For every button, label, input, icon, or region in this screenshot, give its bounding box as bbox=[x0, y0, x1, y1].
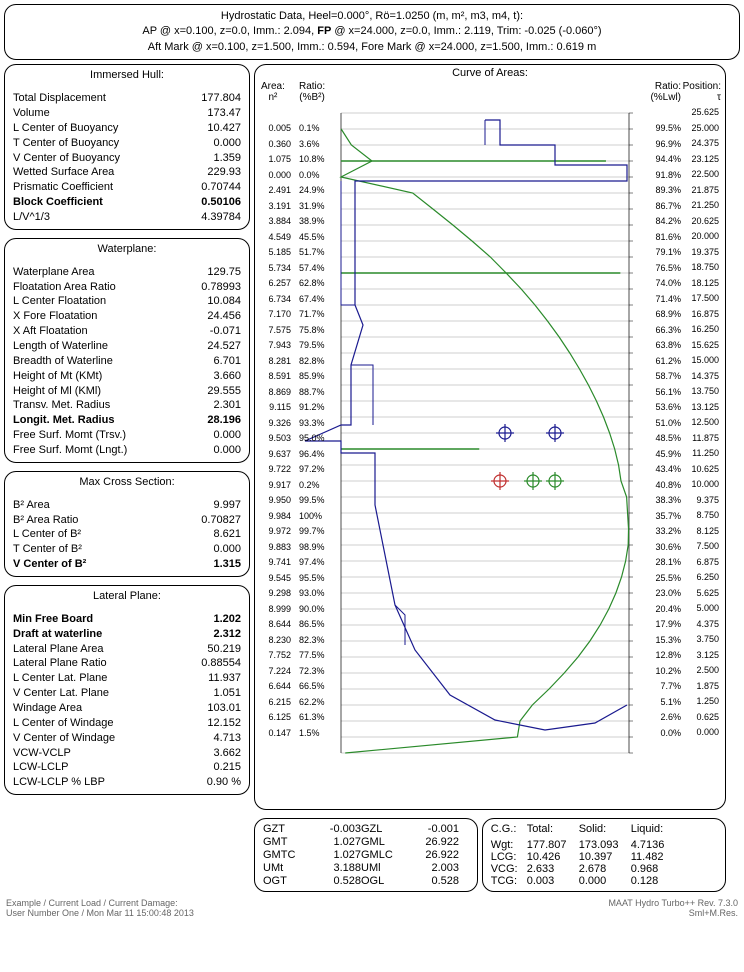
immersed-hull-panel: Immersed Hull: Total Displacement177.804… bbox=[4, 64, 250, 230]
table-row: Volume173.47 bbox=[13, 106, 241, 121]
ratio-labels: 0.1%3.6%10.8%0.0%24.9%31.9%38.9%45.5%51.… bbox=[299, 121, 335, 741]
maxcross-rows: B² Area9.997B² Area Ratio0.70827L Center… bbox=[13, 498, 241, 572]
waterplane-panel: Waterplane: Waterplane Area129.75Floatat… bbox=[4, 238, 250, 463]
table-row: V Center Lat. Plane1.051 bbox=[13, 686, 241, 701]
table-row: Breadth of Waterline6.701 bbox=[13, 354, 241, 369]
header-line1: Hydrostatic Data, Heel=0.000°, Rö=1.0250… bbox=[13, 9, 731, 24]
header-line3: Aft Mark @ x=0.100, z=1.500, Imm.: 0.594… bbox=[13, 40, 731, 55]
table-row: Min Free Board1.202 bbox=[13, 612, 241, 627]
head-ratio: Ratio: (%B²) bbox=[299, 81, 325, 103]
table-row: L Center of Windage12.152 bbox=[13, 716, 241, 731]
immersed-title: Immersed Hull: bbox=[13, 69, 241, 81]
maxcross-title: Max Cross Section: bbox=[13, 476, 241, 488]
immersed-rows: Total Displacement177.804Volume173.47L C… bbox=[13, 91, 241, 225]
lateral-title: Lateral Plane: bbox=[13, 590, 241, 602]
table-row: V Center of B²1.315 bbox=[13, 557, 241, 572]
table-row: VCW-VCLP3.662 bbox=[13, 746, 241, 761]
chart-title: Curve of Areas: bbox=[255, 67, 725, 79]
position-labels: 25.62525.00024.37523.12522.50021.87521.2… bbox=[683, 105, 719, 741]
gz-panel: GZT-0.003GZL-0.001GMT1.027GML26.922GMTC1… bbox=[254, 818, 478, 892]
table-row: Free Surf. Momt (Trsv.)0.000 bbox=[13, 428, 241, 443]
head-ratio-lwl: Ratio: (%Lwl) bbox=[650, 81, 681, 103]
table-row: Height of Mt (KMt)3.660 bbox=[13, 369, 241, 384]
area-labels: 0.0050.3601.0750.0002.4913.1913.8844.549… bbox=[261, 121, 291, 741]
table-row: Windage Area103.01 bbox=[13, 701, 241, 716]
waterplane-title: Waterplane: bbox=[13, 243, 241, 255]
footer: Example / Current Load / Current Damage:… bbox=[4, 898, 740, 918]
table-row: Waterplane Area129.75 bbox=[13, 265, 241, 280]
table-row: Floatation Area Ratio0.78993 bbox=[13, 280, 241, 295]
footer-left: Example / Current Load / Current Damage:… bbox=[6, 898, 194, 918]
footer-right: MAAT Hydro Turbo++ Rev. 7.3.0 Sml+M.Res. bbox=[608, 898, 738, 918]
lateral-rows: Min Free Board1.202Draft at waterline2.3… bbox=[13, 612, 241, 790]
table-row: X Aft Floatation-0.071 bbox=[13, 324, 241, 339]
table-row: L Center Lat. Plane11.937 bbox=[13, 671, 241, 686]
table-row: LCW-LCLP % LBP0.90 % bbox=[13, 775, 241, 790]
table-row: L/V^1/34.39784 bbox=[13, 210, 241, 225]
table-row: B² Area Ratio0.70827 bbox=[13, 513, 241, 528]
table-row: Free Surf. Momt (Lngt.)0.000 bbox=[13, 443, 241, 458]
table-row: T Center of B²0.000 bbox=[13, 542, 241, 557]
table-row: Draft at waterline2.312 bbox=[13, 627, 241, 642]
bottom-panels: GZT-0.003GZL-0.001GMT1.027GML26.922GMTC1… bbox=[254, 818, 726, 896]
table-row: Transv. Met. Radius2.301 bbox=[13, 398, 241, 413]
head-position: Position: τ bbox=[683, 81, 721, 103]
curve-of-areas-panel: Curve of Areas: Area: n² Ratio: (%B²) Ra… bbox=[254, 64, 726, 810]
table-row: L Center Floatation10.084 bbox=[13, 294, 241, 309]
table-row: Longit. Met. Radius28.196 bbox=[13, 413, 241, 428]
table-row: Block Coefficient0.50106 bbox=[13, 195, 241, 210]
table-row: L Center of Buoyancy10.427 bbox=[13, 121, 241, 136]
cg-panel: C.G.:Total:Solid:Liquid: Wgt:177.807173.… bbox=[482, 818, 726, 892]
ratio-lwl-labels: 99.5%96.9%94.4%91.8%89.3%86.7%84.2%81.6%… bbox=[645, 121, 681, 741]
table-row: V Center of Buoyancy1.359 bbox=[13, 151, 241, 166]
table-row: V Center of Windage4.713 bbox=[13, 731, 241, 746]
table-row: Length of Waterline24.527 bbox=[13, 339, 241, 354]
header-line2: AP @ x=0.100, z=0.0, Imm.: 2.094, FP @ x… bbox=[13, 24, 731, 39]
table-row: LCG:10.42610.39711.482 bbox=[491, 851, 717, 863]
table-row: X Fore Floatation24.456 bbox=[13, 309, 241, 324]
right-column: Curve of Areas: Area: n² Ratio: (%B²) Ra… bbox=[254, 64, 726, 896]
waterplane-rows: Waterplane Area129.75Floatation Area Rat… bbox=[13, 265, 241, 458]
table-row: Height of Ml (KMl)29.555 bbox=[13, 384, 241, 399]
table-row: Wgt:177.807173.0934.7136 bbox=[491, 839, 717, 851]
table-row: Total Displacement177.804 bbox=[13, 91, 241, 106]
table-row: LCW-LCLP0.215 bbox=[13, 760, 241, 775]
maxcross-panel: Max Cross Section: B² Area9.997B² Area R… bbox=[4, 471, 250, 577]
table-row: VCG:2.6332.6780.968 bbox=[491, 863, 717, 875]
head-area: Area: n² bbox=[261, 81, 285, 103]
table-row: T Center of Buoyancy0.000 bbox=[13, 136, 241, 151]
page-root: Hydrostatic Data, Heel=0.000°, Rö=1.0250… bbox=[0, 0, 744, 922]
table-row: Lateral Plane Area50.219 bbox=[13, 642, 241, 657]
table-row: TCG:0.0030.0000.128 bbox=[491, 875, 717, 887]
table-row: B² Area9.997 bbox=[13, 498, 241, 513]
header-panel: Hydrostatic Data, Heel=0.000°, Rö=1.0250… bbox=[4, 4, 740, 60]
table-row: Wetted Surface Area229.93 bbox=[13, 165, 241, 180]
table-row: Lateral Plane Ratio0.88554 bbox=[13, 656, 241, 671]
left-column: Immersed Hull: Total Displacement177.804… bbox=[4, 64, 250, 896]
main-row: Immersed Hull: Total Displacement177.804… bbox=[4, 64, 740, 896]
lateral-panel: Lateral Plane: Min Free Board1.202Draft … bbox=[4, 585, 250, 795]
table-row: L Center of B²8.621 bbox=[13, 527, 241, 542]
table-row: Prismatic Coefficient0.70744 bbox=[13, 180, 241, 195]
